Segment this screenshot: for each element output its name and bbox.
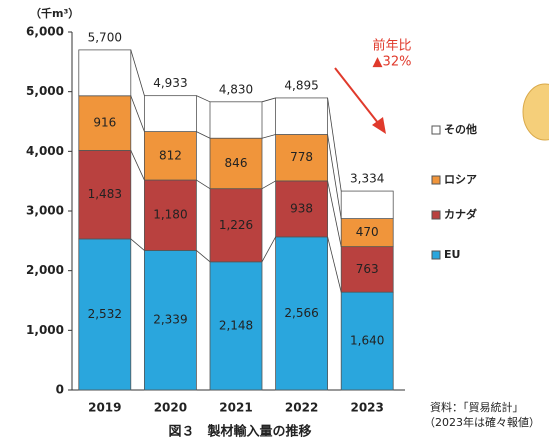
legend-swatch [432,211,440,219]
value-label: 763 [356,262,379,276]
x-tick-label: 2022 [285,401,318,415]
source: （2023年は確々報値） [424,415,540,429]
value-label: 812 [159,148,182,162]
arrow [335,68,382,128]
value-label: 1,180 [153,208,187,222]
total-label: 3,334 [350,172,384,186]
connector [131,239,145,251]
value-label: 2,566 [284,306,318,320]
value-label: 470 [356,225,379,239]
x-tick-label: 2020 [154,401,187,415]
legend-label: ロシア [444,173,477,186]
connector [262,98,276,102]
value-label: 2,532 [88,307,122,321]
value-label: 916 [93,116,116,130]
connector [262,135,276,139]
y-tick-label: 5,000 [26,84,64,98]
value-label: 2,339 [153,313,187,327]
total-label: 4,830 [219,82,253,96]
value-label: 1,640 [350,334,384,348]
bar-segment [144,96,196,132]
y-tick-label: 2,000 [26,263,64,277]
x-tick-label: 2021 [219,401,252,415]
y-tick-label: 1,000 [26,323,64,337]
connector [262,237,276,262]
y-tick-label: 0 [56,383,64,397]
connector [131,96,145,132]
source: 資料：「貿易統計」 [430,400,524,414]
bar-segment [79,50,131,96]
connector [262,181,276,189]
legend-swatch [432,176,440,184]
value-label: 1,483 [88,187,122,201]
connector [196,180,210,189]
x-tick-label: 2019 [88,401,121,415]
value-label: 778 [290,150,313,164]
total-label: 4,933 [153,76,187,90]
chart: （千m³） 図３ 製材輸入量の推移 前年比 ▲32% 資料：「貿易統計」 （20… [0,0,549,441]
connector [131,50,145,96]
connector [196,132,210,139]
y-tick-label: 6,000 [26,25,64,39]
connector [328,181,342,247]
connector [328,237,342,292]
annotation: 前年比 [372,38,411,54]
y-tick-label: 4,000 [26,144,64,158]
annotation: ▲32% [373,55,412,70]
y-unit: （千m³） [30,6,79,20]
legend-swatch [432,126,440,134]
connector [131,150,145,180]
legend-label: その他 [444,122,477,136]
x-tick-label: 2023 [350,401,383,415]
value-label: 2,148 [219,318,253,332]
legend-label: カナダ [444,207,477,221]
value-label: 1,226 [219,218,253,232]
total-label: 5,700 [88,30,122,44]
bar-segment [210,102,262,138]
illustration [523,84,549,140]
total-label: 4,895 [284,78,318,92]
chart-title: 図３ 製材輸入量の推移 [168,424,311,440]
value-label: 846 [225,156,248,170]
bar-segment [276,98,328,135]
arrow-head [372,117,386,134]
legend-swatch [432,251,440,259]
bar-segment [341,191,393,219]
legend-label: EU [444,248,460,261]
value-label: 938 [290,201,313,215]
y-tick-label: 3,000 [26,204,64,218]
connector [196,250,210,261]
connector [196,96,210,102]
